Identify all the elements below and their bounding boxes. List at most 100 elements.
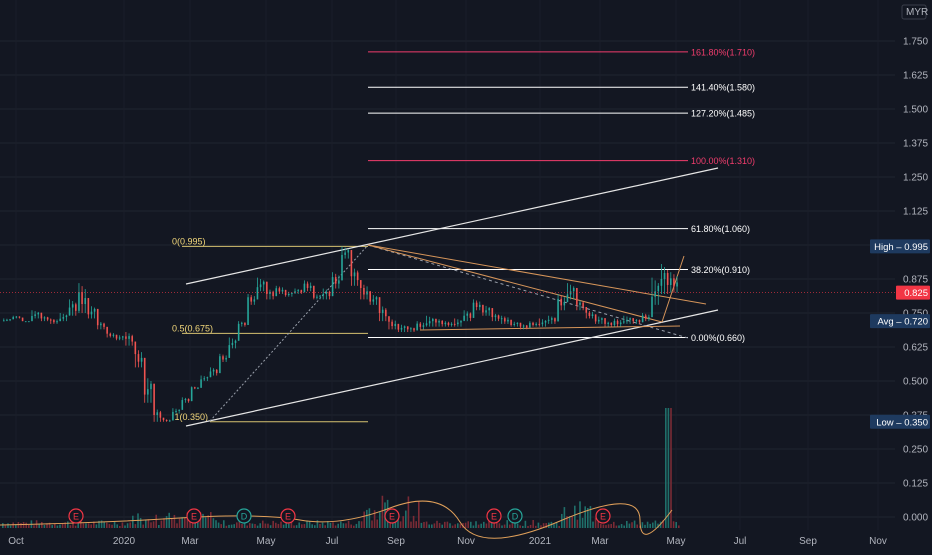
y-tick-label: 0.500 xyxy=(903,377,928,388)
volume-bar xyxy=(399,521,402,528)
volume-bar xyxy=(256,525,259,528)
volume-bar xyxy=(329,522,332,528)
candle-body xyxy=(551,318,553,320)
volume-bar xyxy=(610,523,612,528)
descending-trend-line[interactable] xyxy=(367,244,707,305)
volume-bar xyxy=(542,523,545,528)
candle-body xyxy=(375,297,378,300)
dividend-marker[interactable]: D xyxy=(507,508,523,524)
candle-body xyxy=(28,321,30,323)
channel-lower-line[interactable] xyxy=(185,309,719,427)
volume-bar xyxy=(59,524,61,528)
candle-body xyxy=(90,311,93,315)
candle-body xyxy=(450,323,453,325)
volume-bar xyxy=(165,516,168,528)
candle-body xyxy=(447,322,450,325)
earnings-marker[interactable]: E xyxy=(384,508,400,524)
volume-bar xyxy=(303,524,306,528)
breakout-trend-line[interactable] xyxy=(661,255,685,323)
candle-body xyxy=(541,322,544,325)
volume-bar xyxy=(524,520,527,528)
candle-body xyxy=(46,317,49,320)
earnings-marker[interactable]: E xyxy=(68,508,84,524)
candle-body xyxy=(482,304,484,313)
candle-body xyxy=(134,341,137,355)
candle-body xyxy=(197,387,199,389)
time-label: Sep xyxy=(799,536,817,547)
volume-bar xyxy=(587,508,589,528)
candle-body xyxy=(579,302,581,305)
candle-body xyxy=(31,315,33,322)
volume-bar xyxy=(358,521,360,528)
candle-body xyxy=(510,319,512,325)
y-tick-label: 1.625 xyxy=(903,71,928,82)
candlesticks xyxy=(3,246,678,422)
volume-bar xyxy=(449,523,451,528)
candle-body xyxy=(278,288,281,292)
volume-bar xyxy=(675,522,677,528)
candle-body xyxy=(522,325,525,327)
fibonacci-levels[interactable]: 161.80%(1.710) 141.40%(1.580) 127.20%(1.48… xyxy=(172,47,755,423)
volume-bar xyxy=(306,520,308,528)
grid-lines xyxy=(0,40,895,518)
dashed-trend-line[interactable] xyxy=(367,244,689,339)
volume-bar xyxy=(54,523,56,528)
volume-bar xyxy=(225,525,228,528)
channel-upper-line[interactable] xyxy=(185,167,719,285)
volume-bar xyxy=(373,510,376,528)
candle-body xyxy=(648,317,650,319)
volume-bar xyxy=(301,524,303,528)
volume-bar xyxy=(431,524,433,528)
marker-circle xyxy=(280,508,296,524)
candle-body xyxy=(344,252,346,255)
earnings-marker[interactable]: E xyxy=(280,508,296,524)
volume-bar xyxy=(628,523,631,528)
volume-bar xyxy=(345,523,347,528)
volume-bar xyxy=(212,518,215,528)
candle-body xyxy=(604,318,606,324)
candle-body xyxy=(572,287,575,292)
candle-body xyxy=(21,317,24,322)
volume-bar xyxy=(477,524,480,528)
volume-bar xyxy=(657,523,659,528)
volume-bar xyxy=(95,524,98,528)
time-label: 2021 xyxy=(529,536,552,547)
candle-body xyxy=(131,336,133,342)
support-trend-line[interactable] xyxy=(419,325,681,331)
candle-body xyxy=(635,320,638,322)
candle-body xyxy=(300,290,303,293)
dividend-marker[interactable]: D xyxy=(236,508,252,524)
candle-body xyxy=(24,321,27,323)
volume-bar xyxy=(535,525,537,528)
volume-bar xyxy=(636,524,638,528)
candle-body xyxy=(81,292,83,305)
earnings-marker[interactable]: E xyxy=(595,508,611,524)
candle-body xyxy=(356,272,359,281)
candle-body xyxy=(219,356,221,374)
volume-bar xyxy=(545,523,547,528)
candle-body xyxy=(234,340,237,343)
candle-body xyxy=(313,285,315,298)
volume-bar xyxy=(277,523,280,528)
time-axis[interactable]: Oct 2020 Mar May Jul Sep Nov 2021 Mar May Jul Sep No… xyxy=(8,536,887,547)
volume-bar xyxy=(43,524,46,528)
earnings-marker[interactable]: E xyxy=(486,508,502,524)
candle-body xyxy=(209,371,212,378)
currency-box[interactable] xyxy=(901,4,927,20)
volume-bar xyxy=(678,525,680,528)
descending-trend-line-2[interactable] xyxy=(367,244,663,323)
volume-bars xyxy=(0,408,680,539)
volume-bar xyxy=(259,523,261,528)
earnings-marker[interactable]: E xyxy=(186,508,202,524)
price-badge-box xyxy=(870,239,930,254)
volume-bar xyxy=(649,523,651,528)
volume-bar xyxy=(360,521,363,528)
candle-body xyxy=(397,323,400,330)
candle-body xyxy=(557,298,559,322)
volume-bar xyxy=(316,520,319,528)
fib-extension-label: 141.40%(1.580) xyxy=(691,83,755,93)
volume-bar xyxy=(514,521,516,528)
